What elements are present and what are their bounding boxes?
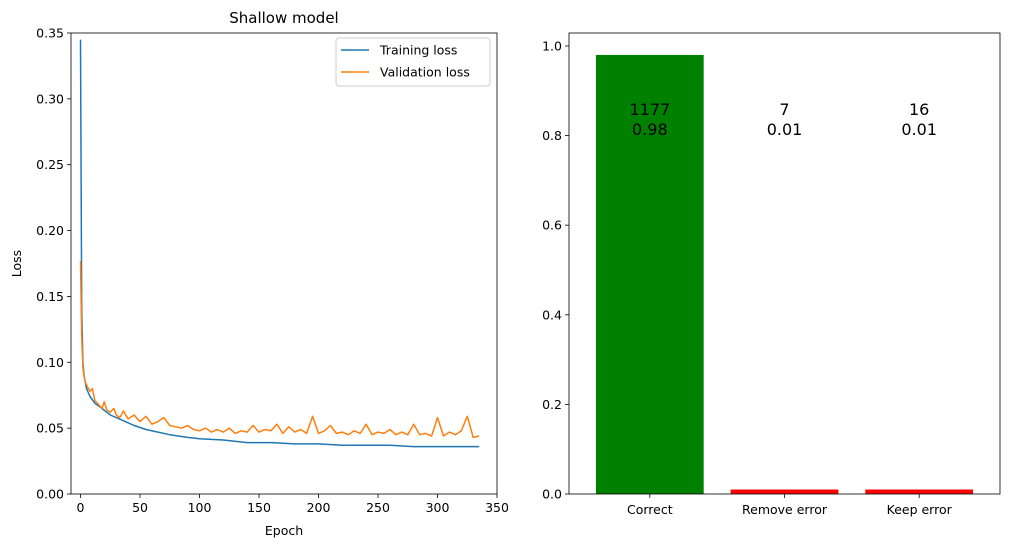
category-label: Correct (627, 502, 673, 517)
validation-loss-line (79, 260, 480, 439)
x-tick-label: 50 (132, 500, 148, 515)
bar-count-label: 1177 (629, 100, 670, 119)
y-tick-label: 0.00 (36, 487, 64, 502)
x-tick-label: 350 (485, 500, 509, 515)
left-chart-title: Shallow model (229, 9, 338, 27)
training-loss-line (79, 39, 480, 448)
x-axis-label: Epoch (265, 523, 303, 538)
bar-value-label: 0.01 (901, 120, 937, 139)
x-tick-label: 100 (188, 500, 212, 515)
y-tick-label: 0.35 (36, 26, 64, 41)
x-tick-label: 200 (307, 500, 331, 515)
y-tick-label: 0.30 (36, 91, 64, 106)
bar-count-label: 16 (909, 100, 929, 119)
y-tick-label: 0.0 (542, 487, 562, 502)
y-axis-label: Loss (9, 250, 24, 277)
legend: Training loss Validation loss (335, 37, 491, 87)
x-tick-label: 0 (77, 500, 85, 515)
bar (595, 54, 704, 494)
y-tick-label: 0.4 (542, 307, 562, 322)
right-plot-frame (568, 32, 1001, 495)
x-tick-label: 250 (366, 500, 390, 515)
y-tick-label: 0.15 (36, 289, 64, 304)
x-tick-label: 300 (426, 500, 450, 515)
legend-label: Validation loss (380, 65, 470, 80)
bar-value-label: 0.98 (632, 120, 668, 139)
legend-box (335, 37, 491, 87)
left-plot-frame (70, 32, 498, 495)
category-label: Remove error (742, 502, 828, 517)
y-tick-label: 1.0 (542, 38, 562, 53)
y-tick-label: 0.25 (36, 157, 64, 172)
bar (730, 489, 839, 494)
y-tick-label: 0.6 (542, 218, 562, 233)
y-tick-label: 0.05 (36, 421, 64, 436)
bar-count-label: 7 (779, 100, 789, 119)
y-tick-label: 0.10 (36, 355, 64, 370)
y-tick-label: 0.20 (36, 223, 64, 238)
bar (865, 489, 974, 494)
category-label: Keep error (887, 502, 953, 517)
x-tick-label: 150 (247, 500, 271, 515)
y-tick-label: 0.2 (542, 397, 562, 412)
y-tick-label: 0.8 (542, 128, 562, 143)
bar-value-label: 0.01 (767, 120, 803, 139)
legend-label: Training loss (379, 43, 457, 58)
